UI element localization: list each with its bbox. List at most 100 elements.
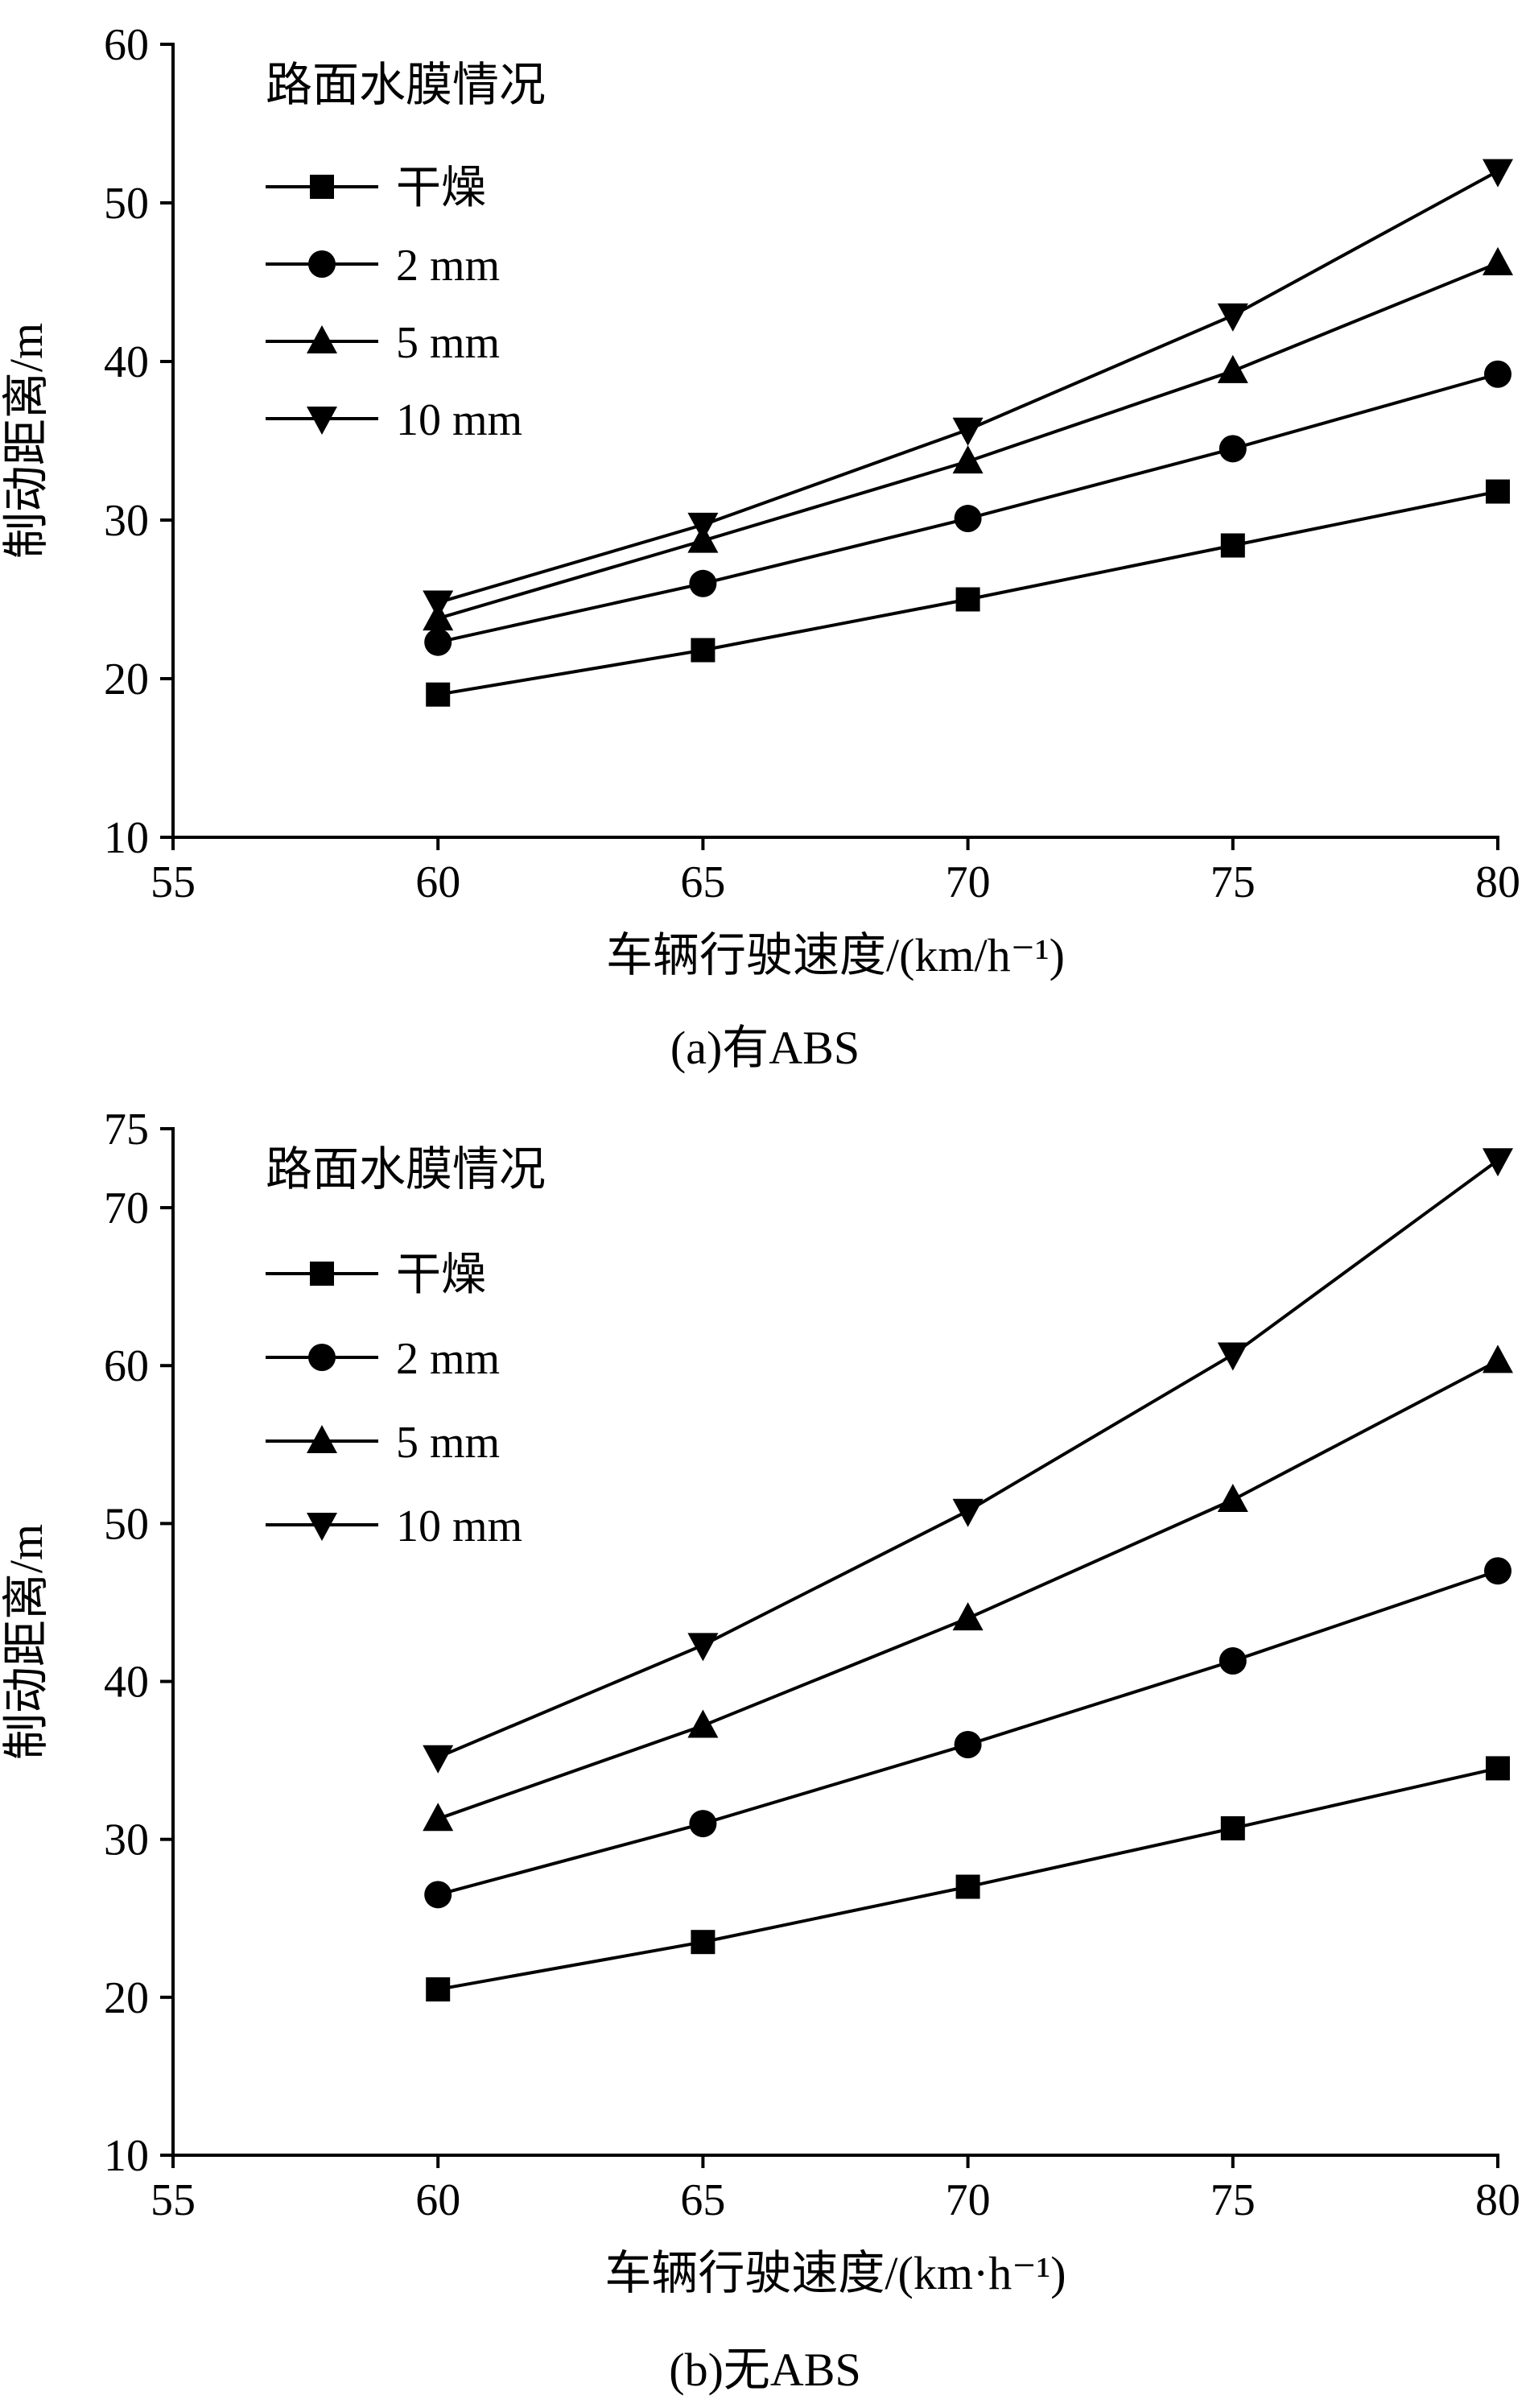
svg-text:55: 55 — [151, 2175, 196, 2225]
triangle-down-marker — [1217, 303, 1248, 332]
square-marker — [1486, 1756, 1510, 1781]
svg-text:60: 60 — [415, 2175, 460, 2225]
square-marker — [426, 682, 451, 707]
square-marker — [955, 1874, 980, 1899]
triangle-down-marker — [952, 417, 984, 446]
axes — [160, 1127, 1499, 2168]
triangle-down-marker — [1217, 1342, 1248, 1371]
square-marker — [426, 1977, 451, 2002]
circle-marker — [1219, 1647, 1247, 1675]
svg-text:40: 40 — [104, 337, 149, 387]
svg-text:75: 75 — [1210, 2175, 1256, 2225]
chart-b-caption: (b)无ABS — [669, 2344, 861, 2396]
circle-marker — [308, 1344, 336, 1371]
triangle-down-marker — [687, 1633, 719, 1662]
triangle-down-marker — [687, 512, 719, 541]
triangle-down-marker — [952, 1498, 984, 1527]
svg-text:10 mm: 10 mm — [396, 395, 522, 445]
circle-marker — [1484, 1557, 1511, 1585]
svg-text:20: 20 — [104, 655, 149, 704]
circle-marker — [424, 1881, 452, 1909]
svg-text:2 mm: 2 mm — [396, 1334, 500, 1384]
square-marker — [1220, 533, 1245, 558]
series-circle — [424, 360, 1511, 656]
tick-labels: 55 60 65 70 75 80 10 20 30 40 50 60 70 75 — [104, 1105, 1520, 2225]
square-marker — [955, 587, 980, 612]
chart-a-caption: (a)有ABS — [670, 1022, 860, 1074]
series-square — [426, 1756, 1510, 2002]
svg-text:20: 20 — [104, 1973, 149, 2023]
triangle-up-marker — [307, 325, 337, 353]
legend-title: 路面水膜情况 — [266, 59, 546, 111]
y-axis-label: 制动距离/m — [0, 1524, 52, 1760]
svg-text:70: 70 — [946, 857, 991, 907]
legend-item: 5 mm — [266, 1418, 500, 1468]
triangle-down-marker — [1483, 159, 1513, 188]
svg-text:干燥: 干燥 — [396, 163, 486, 213]
svg-text:60: 60 — [104, 1341, 149, 1391]
square-marker — [691, 638, 716, 663]
series-triangle-up — [423, 1344, 1513, 1832]
svg-text:30: 30 — [104, 496, 149, 546]
chart-b-plot: 55 60 65 70 75 80 10 20 30 40 50 60 70 75 制动距离/m 车辆行驶速度… — [0, 1105, 1520, 2299]
triangle-down-marker — [423, 1745, 454, 1774]
triangle-up-marker — [307, 1425, 337, 1453]
svg-text:60: 60 — [104, 20, 149, 70]
square-marker — [1486, 479, 1510, 504]
y-axis-label: 制动距离/m — [0, 323, 52, 559]
circle-marker — [1484, 360, 1511, 388]
legend-item: 5 mm — [266, 318, 500, 368]
svg-text:40: 40 — [104, 1658, 149, 1708]
triangle-down-marker — [307, 1513, 337, 1541]
svg-text:70: 70 — [104, 1183, 149, 1233]
svg-text:60: 60 — [415, 857, 460, 907]
triangle-up-marker — [1217, 354, 1248, 383]
circle-marker — [308, 250, 336, 278]
series-square — [426, 479, 1510, 707]
square-marker — [310, 1262, 334, 1286]
triangle-up-marker — [423, 1803, 454, 1832]
square-marker — [310, 175, 334, 199]
triangle-up-marker — [952, 445, 984, 474]
triangle-up-marker — [1483, 246, 1513, 275]
triangle-up-marker — [1483, 1344, 1513, 1373]
triangle-up-marker — [952, 1602, 984, 1631]
svg-text:65: 65 — [680, 857, 725, 907]
svg-text:75: 75 — [1210, 857, 1256, 907]
svg-text:30: 30 — [104, 1815, 149, 1865]
circle-marker — [1219, 435, 1247, 463]
axes — [160, 43, 1499, 850]
circle-marker — [689, 1810, 717, 1838]
legend-item: 10 mm — [266, 395, 522, 445]
svg-text:干燥: 干燥 — [396, 1250, 486, 1300]
series-triangle-down — [423, 1148, 1513, 1774]
legend-item: 干燥 — [266, 163, 486, 213]
svg-text:5 mm: 5 mm — [396, 318, 500, 368]
svg-text:50: 50 — [104, 179, 149, 229]
svg-text:65: 65 — [680, 2175, 725, 2225]
x-axis-label: 车辆行驶速度/(km/h⁻¹) — [606, 929, 1065, 981]
svg-text:5 mm: 5 mm — [396, 1418, 500, 1468]
legend-title: 路面水膜情况 — [266, 1143, 546, 1196]
x-axis-label: 车辆行驶速度/(km·h⁻¹) — [604, 2247, 1066, 2299]
svg-text:2 mm: 2 mm — [396, 241, 500, 291]
square-marker — [691, 1930, 716, 1955]
circle-marker — [954, 505, 982, 533]
triangle-up-marker — [687, 1709, 719, 1738]
svg-text:10 mm: 10 mm — [396, 1501, 522, 1551]
chart-a: 55 60 65 70 75 80 10 20 30 40 50 60 制动距离/m 车辆行驶速度/(km… — [0, 0, 1530, 1080]
square-marker — [1220, 1815, 1245, 1840]
svg-text:50: 50 — [104, 1499, 149, 1549]
legend-item: 2 mm — [266, 241, 500, 291]
triangle-down-marker — [423, 590, 454, 619]
chart-b: 55 60 65 70 75 80 10 20 30 40 50 60 70 75 制动距离/m 车辆行驶速度… — [0, 1080, 1530, 2402]
svg-text:75: 75 — [104, 1105, 149, 1154]
legend-item: 10 mm — [266, 1501, 522, 1551]
triangle-down-marker — [307, 407, 337, 435]
legend-item: 干燥 — [266, 1250, 486, 1300]
triangle-up-marker — [1217, 1483, 1248, 1512]
svg-text:70: 70 — [946, 2175, 991, 2225]
circle-marker — [954, 1731, 982, 1758]
